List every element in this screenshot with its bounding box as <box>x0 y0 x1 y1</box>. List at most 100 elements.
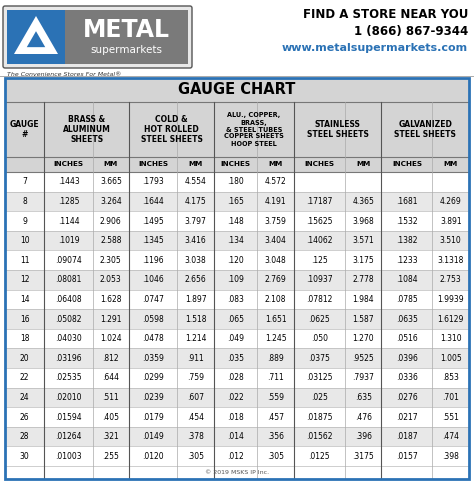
Text: .04030: .04030 <box>55 334 82 343</box>
Text: .457: .457 <box>267 412 284 422</box>
Text: .356: .356 <box>267 432 284 441</box>
Text: .083: .083 <box>227 295 244 304</box>
Text: 1.984: 1.984 <box>352 295 374 304</box>
Text: 3.1318: 3.1318 <box>438 256 464 265</box>
Text: 3.968: 3.968 <box>352 216 374 226</box>
Text: 1.6129: 1.6129 <box>438 315 464 323</box>
Text: 1.518: 1.518 <box>185 315 206 323</box>
Bar <box>5 157 469 172</box>
Text: .180: .180 <box>227 177 244 186</box>
Text: .9525: .9525 <box>352 354 374 363</box>
Text: .0785: .0785 <box>396 295 418 304</box>
Text: ALU., COPPER,
BRASS,
& STEEL TUBES
COPPER SHEETS
HOOP STEEL: ALU., COPPER, BRASS, & STEEL TUBES COPPE… <box>224 112 284 147</box>
Text: .0625: .0625 <box>309 315 330 323</box>
Text: .305: .305 <box>187 452 204 461</box>
Text: 8: 8 <box>22 197 27 206</box>
Text: 20: 20 <box>20 354 29 363</box>
Text: .0149: .0149 <box>142 432 164 441</box>
Text: .889: .889 <box>267 354 284 363</box>
Text: .1144: .1144 <box>58 216 79 226</box>
Text: 3.759: 3.759 <box>264 216 286 226</box>
Text: 1 (866) 867-9344: 1 (866) 867-9344 <box>354 25 468 37</box>
Text: 12: 12 <box>20 275 29 284</box>
Text: 14: 14 <box>20 295 29 304</box>
Text: .812: .812 <box>102 354 119 363</box>
Text: .1532: .1532 <box>396 216 418 226</box>
Text: .1046: .1046 <box>142 275 164 284</box>
Text: 3.416: 3.416 <box>185 236 206 245</box>
Text: 26: 26 <box>20 412 29 422</box>
Text: .0747: .0747 <box>142 295 164 304</box>
Bar <box>5 78 469 102</box>
Text: .853: .853 <box>442 373 459 382</box>
Text: 2.053: 2.053 <box>100 275 122 284</box>
Bar <box>5 348 469 368</box>
Text: 1.587: 1.587 <box>352 315 374 323</box>
Text: .454: .454 <box>187 412 204 422</box>
Text: 2.778: 2.778 <box>352 275 374 284</box>
Bar <box>5 270 469 289</box>
Text: .028: .028 <box>227 373 244 382</box>
Text: 4.554: 4.554 <box>184 177 207 186</box>
Text: .05082: .05082 <box>55 315 82 323</box>
Text: .396: .396 <box>355 432 372 441</box>
Text: METAL: METAL <box>83 18 170 42</box>
Text: .02535: .02535 <box>55 373 82 382</box>
Bar <box>5 329 469 348</box>
Text: 3.891: 3.891 <box>440 216 462 226</box>
Bar <box>5 78 469 479</box>
Text: .1495: .1495 <box>142 216 164 226</box>
Text: 2.656: 2.656 <box>185 275 206 284</box>
Text: .06408: .06408 <box>55 295 82 304</box>
Text: 1.628: 1.628 <box>100 295 122 304</box>
Text: .0187: .0187 <box>396 432 418 441</box>
Text: The Convenience Stores For Metal®: The Convenience Stores For Metal® <box>7 72 121 76</box>
Text: 4.269: 4.269 <box>440 197 462 206</box>
Text: .0125: .0125 <box>309 452 330 461</box>
Bar <box>5 231 469 250</box>
Text: .476: .476 <box>355 412 372 422</box>
Text: .711: .711 <box>267 373 284 382</box>
Text: .065: .065 <box>227 315 244 323</box>
Text: INCHES: INCHES <box>304 162 335 167</box>
Text: 2.769: 2.769 <box>264 275 286 284</box>
Text: 1.310: 1.310 <box>440 334 462 343</box>
Text: 1.005: 1.005 <box>440 354 462 363</box>
Polygon shape <box>27 31 45 47</box>
Text: .0299: .0299 <box>142 373 164 382</box>
Text: .0516: .0516 <box>396 334 418 343</box>
Text: .14062: .14062 <box>306 236 333 245</box>
Text: .1084: .1084 <box>396 275 418 284</box>
Text: .03196: .03196 <box>55 354 82 363</box>
Text: .120: .120 <box>227 256 244 265</box>
Text: GAUGE CHART: GAUGE CHART <box>178 82 296 97</box>
Text: 4.175: 4.175 <box>185 197 206 206</box>
Text: GAUGE
#: GAUGE # <box>10 120 39 139</box>
Text: .474: .474 <box>442 432 459 441</box>
Text: INCHES: INCHES <box>392 162 422 167</box>
Text: .255: .255 <box>102 452 119 461</box>
Text: .148: .148 <box>227 216 244 226</box>
FancyBboxPatch shape <box>3 6 192 68</box>
Text: 1.9939: 1.9939 <box>438 295 464 304</box>
Text: 9: 9 <box>22 216 27 226</box>
Text: .0598: .0598 <box>142 315 164 323</box>
Bar <box>65 10 188 64</box>
Text: .0359: .0359 <box>142 354 164 363</box>
Text: .03125: .03125 <box>306 373 333 382</box>
Text: .050: .050 <box>311 334 328 343</box>
Text: 2.753: 2.753 <box>440 275 462 284</box>
Text: FIND A STORE NEAR YOU: FIND A STORE NEAR YOU <box>302 7 468 20</box>
Text: .17187: .17187 <box>306 197 333 206</box>
Bar <box>5 368 469 388</box>
Text: .0276: .0276 <box>396 393 418 402</box>
Text: .3175: .3175 <box>352 452 374 461</box>
Text: .1443: .1443 <box>58 177 79 186</box>
Text: 4.572: 4.572 <box>264 177 286 186</box>
Polygon shape <box>14 16 58 54</box>
Text: 2.108: 2.108 <box>265 295 286 304</box>
Text: MM: MM <box>444 162 458 167</box>
Bar <box>5 192 469 211</box>
Text: 30: 30 <box>20 452 29 461</box>
Text: 3.175: 3.175 <box>352 256 374 265</box>
